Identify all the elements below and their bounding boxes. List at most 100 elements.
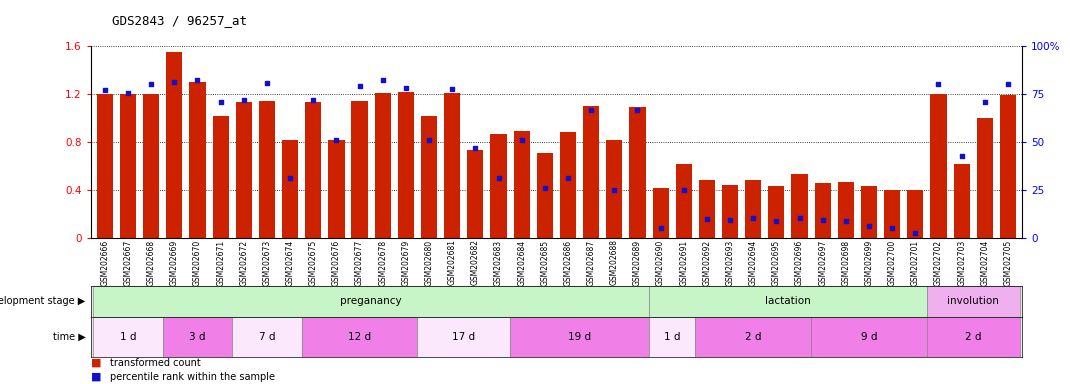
Bar — [93, 317, 163, 357]
Bar — [927, 317, 1020, 357]
Text: lactation: lactation — [765, 296, 811, 306]
Point — [374, 76, 392, 83]
Bar — [305, 103, 321, 238]
Point — [258, 80, 275, 86]
Text: 1 d: 1 d — [663, 332, 681, 342]
Bar — [232, 317, 302, 357]
Point — [421, 137, 438, 143]
Bar — [907, 190, 923, 238]
Bar — [884, 190, 900, 238]
Text: ■: ■ — [91, 358, 105, 368]
Bar — [607, 140, 623, 238]
Text: 7 d: 7 d — [259, 332, 275, 342]
Point — [560, 175, 577, 181]
Point — [999, 81, 1016, 88]
Bar — [421, 116, 438, 238]
Bar — [583, 106, 599, 238]
Bar — [649, 317, 696, 357]
Point — [305, 97, 322, 103]
Bar — [861, 187, 877, 238]
Bar — [927, 286, 1020, 317]
Bar — [629, 107, 645, 238]
Bar — [560, 132, 576, 238]
Point — [536, 185, 553, 191]
Bar — [302, 317, 417, 357]
Point — [814, 217, 831, 223]
Text: 17 d: 17 d — [453, 332, 475, 342]
Bar — [166, 52, 182, 238]
Text: 9 d: 9 d — [860, 332, 877, 342]
Text: GDS2843 / 96257_at: GDS2843 / 96257_at — [112, 14, 247, 27]
Text: 1 d: 1 d — [120, 332, 136, 342]
Point — [721, 217, 738, 223]
Text: preganancy: preganancy — [340, 296, 402, 306]
Point — [906, 230, 923, 236]
Point — [281, 175, 299, 181]
Bar — [811, 317, 927, 357]
Point — [397, 85, 414, 91]
Bar — [490, 134, 506, 238]
Text: 3 d: 3 d — [189, 332, 205, 342]
Bar — [768, 187, 784, 238]
Text: 2 d: 2 d — [965, 332, 981, 342]
Bar — [143, 94, 159, 238]
Bar — [259, 101, 275, 238]
Bar — [792, 174, 808, 238]
Point — [884, 225, 901, 232]
Bar — [96, 94, 113, 238]
Point — [860, 223, 877, 229]
Bar — [444, 93, 460, 238]
Bar — [351, 101, 368, 238]
Point — [327, 137, 345, 143]
Point — [652, 225, 669, 232]
Bar — [696, 317, 811, 357]
Bar — [189, 82, 205, 238]
Bar — [374, 93, 391, 238]
Bar — [120, 94, 136, 238]
Point — [745, 215, 762, 221]
Bar — [931, 94, 947, 238]
Text: percentile rank within the sample: percentile rank within the sample — [110, 372, 275, 382]
Point — [953, 153, 970, 160]
Point — [768, 218, 785, 224]
Point — [699, 216, 716, 222]
Point — [120, 90, 137, 96]
Point — [467, 145, 484, 151]
Bar — [468, 151, 484, 238]
Point — [675, 187, 692, 193]
Bar — [649, 286, 927, 317]
Point — [791, 215, 808, 221]
Bar — [814, 183, 830, 238]
Bar — [510, 317, 649, 357]
Point — [976, 99, 993, 106]
Point — [166, 79, 183, 85]
Bar — [328, 140, 345, 238]
Bar — [235, 103, 251, 238]
Text: ■: ■ — [91, 372, 105, 382]
Point — [235, 97, 253, 103]
Bar — [838, 182, 854, 238]
Point — [514, 137, 531, 143]
Text: involution: involution — [947, 296, 999, 306]
Bar — [213, 116, 229, 238]
Text: time ▶: time ▶ — [52, 332, 86, 342]
Bar — [722, 185, 738, 238]
Bar — [699, 180, 715, 238]
Bar — [417, 317, 510, 357]
Text: 19 d: 19 d — [568, 332, 591, 342]
Point — [212, 99, 229, 106]
Bar — [675, 164, 692, 238]
Bar — [282, 140, 299, 238]
Text: development stage ▶: development stage ▶ — [0, 296, 86, 306]
Bar — [514, 131, 530, 238]
Bar — [398, 92, 414, 238]
Bar — [953, 164, 969, 238]
Point — [838, 218, 855, 224]
Bar — [977, 118, 993, 238]
Point — [930, 81, 947, 88]
Bar — [745, 180, 762, 238]
Point — [351, 83, 368, 89]
Point — [629, 107, 646, 113]
Bar — [537, 153, 553, 238]
Bar — [163, 317, 232, 357]
